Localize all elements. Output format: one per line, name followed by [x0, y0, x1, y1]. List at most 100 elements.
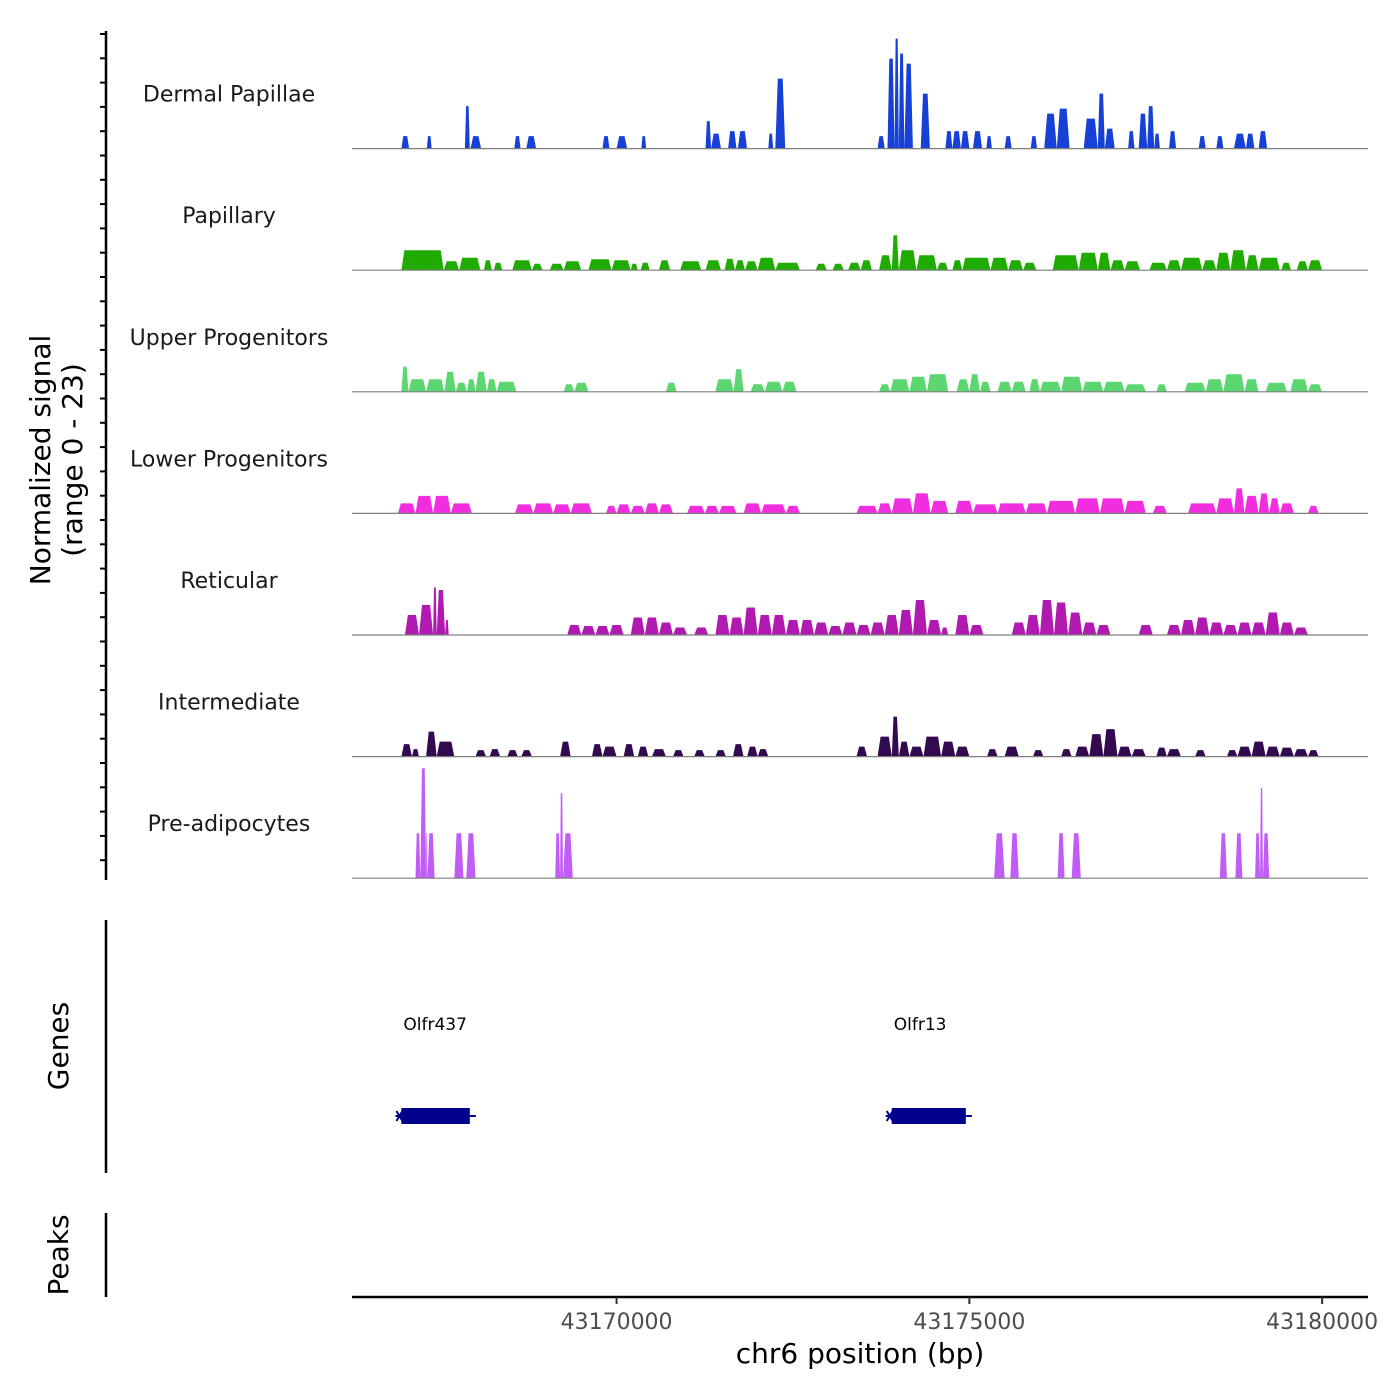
coverage-peak: [420, 768, 427, 879]
coverage-peak: [470, 136, 482, 149]
coverage-peak: [1128, 131, 1135, 149]
coverage-peak: [397, 503, 416, 514]
coverage-peak: [1025, 615, 1040, 635]
coverage-peak: [800, 620, 815, 635]
coverage-peak: [521, 750, 532, 757]
coverage-peak: [743, 607, 758, 635]
coverage-peak: [611, 260, 631, 271]
coverage-peak: [1195, 750, 1206, 757]
coverage-peak: [489, 749, 501, 757]
coverage-peak: [1044, 113, 1057, 149]
coverage-peak: [454, 833, 464, 879]
track-label: Pre-adipocytes: [148, 812, 311, 837]
coverage-peak: [1265, 382, 1287, 392]
coverage-peak: [757, 257, 776, 271]
coverage-peak: [898, 250, 917, 271]
coverage-peak: [404, 615, 419, 635]
coverage-peak: [436, 590, 446, 635]
coverage-peak: [433, 495, 451, 514]
coverage-peak: [1258, 131, 1268, 149]
coverage-peak: [1265, 746, 1280, 757]
coverage-peak: [1219, 833, 1227, 879]
coverage-peak: [969, 374, 980, 392]
coverage-peak: [1216, 252, 1231, 271]
coverage-peak: [464, 106, 470, 149]
coverage-peak: [887, 58, 895, 149]
coverage-peak: [563, 261, 582, 271]
coverage-peak: [955, 500, 973, 514]
coverage-peak: [694, 750, 705, 757]
coverage-peak: [1216, 136, 1224, 149]
coverage-peak: [743, 503, 762, 514]
coverage-peak: [715, 379, 734, 392]
coverage-peak: [909, 376, 927, 392]
coverage-peak: [637, 746, 649, 757]
gene-label: Olfr13: [894, 1015, 947, 1035]
coverage-peak: [1233, 133, 1246, 149]
coverage-peak: [687, 505, 705, 514]
coverage-peak: [785, 505, 800, 514]
coverage-y-ticks: [100, 33, 106, 862]
coverage-peak: [1039, 381, 1062, 392]
coverage-peak: [704, 505, 719, 514]
coverage-peak: [1156, 384, 1167, 392]
coverage-peak: [1279, 747, 1294, 757]
coverage-peak: [1056, 108, 1070, 149]
coverage-peak: [1166, 260, 1181, 271]
coverage-peak: [591, 744, 603, 757]
track-label: Reticular: [180, 569, 278, 594]
coverage-peak: [1235, 833, 1243, 879]
coverage-peak: [936, 262, 949, 271]
coverage-peak: [972, 131, 983, 149]
coverage-peak: [531, 263, 543, 271]
track-lower-progenitors: Lower Progenitors: [130, 447, 1368, 515]
coverage-peak: [567, 625, 582, 635]
coverage-peak: [630, 617, 645, 635]
gene-olfr13: Olfr13: [885, 1015, 972, 1124]
coverage-peak: [927, 374, 949, 392]
y-axis-title-line2: (range 0 - 23): [56, 363, 89, 557]
coverage-peak: [666, 382, 677, 392]
gene-label: Olfr437: [403, 1015, 467, 1035]
coverage-peak: [1011, 381, 1026, 392]
track-label: Lower Progenitors: [130, 447, 328, 472]
coverage-tracks: Dermal Papillae Papillary Upper Progenitor…: [130, 38, 1368, 879]
x-tick-label: 43175000: [913, 1310, 1025, 1335]
coverage-peak: [955, 746, 970, 757]
coverage-peak: [609, 625, 624, 635]
coverage-peak: [694, 627, 709, 635]
coverage-peak: [898, 610, 913, 635]
coverage-peak: [1117, 746, 1132, 757]
coverage-peak: [1147, 106, 1155, 149]
coverage-peak: [401, 744, 412, 757]
coverage-peak: [1023, 262, 1037, 271]
coverage-peak: [616, 504, 631, 514]
coverage-peak: [415, 495, 434, 514]
coverage-peak: [401, 250, 444, 271]
coverage-peak: [775, 262, 800, 271]
gene-exon: [891, 1108, 966, 1124]
track-label: Intermediate: [158, 691, 300, 716]
coverage-peak: [870, 622, 885, 635]
coverage-peak: [705, 121, 712, 149]
coverage-peak: [1237, 746, 1252, 757]
coverage-peak: [401, 136, 410, 149]
coverage-peak: [1052, 255, 1079, 271]
coverage-peak: [1131, 749, 1146, 757]
coverage-peak: [724, 258, 736, 271]
coverage-peak: [526, 136, 537, 149]
coverage-peak: [856, 625, 871, 635]
coverage-peak: [1138, 113, 1148, 149]
coverage-peak: [1308, 505, 1319, 514]
coverage-peak: [1010, 833, 1019, 879]
coverage-peak: [1258, 493, 1270, 514]
coverage-peak: [1110, 260, 1125, 271]
coverage-peak: [945, 131, 953, 149]
coverage-peak: [1296, 261, 1308, 271]
coverage-peak: [1258, 257, 1280, 271]
coverage-peak: [860, 260, 872, 271]
track-label: Dermal Papillae: [143, 83, 315, 108]
coverage-peak: [997, 503, 1026, 514]
coverage-peak: [715, 750, 726, 757]
coverage-peak: [1097, 93, 1105, 149]
